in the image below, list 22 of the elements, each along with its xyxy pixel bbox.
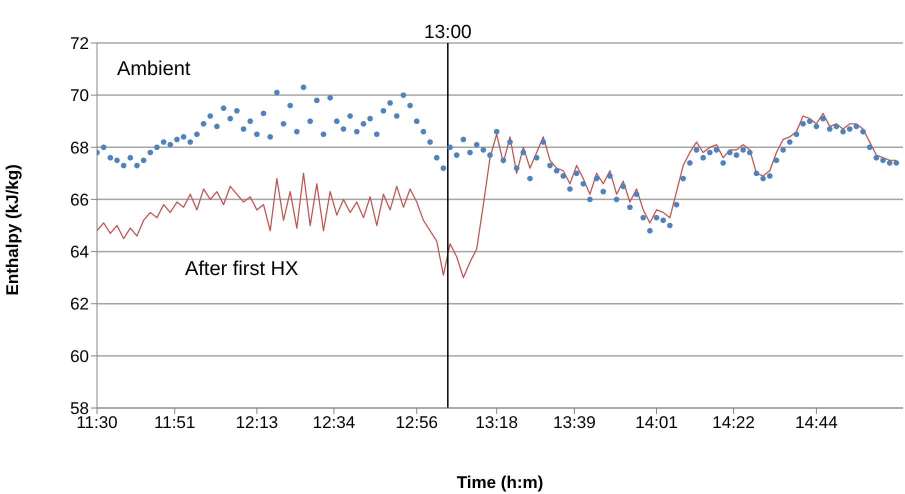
series-label: After first HX	[185, 258, 298, 281]
x-tick-label: 11:51	[154, 413, 196, 432]
x-tick-label: 14:01	[635, 413, 678, 432]
x-tick-label: 13:18	[475, 413, 518, 432]
y-tick-label: 68	[70, 138, 89, 158]
y-tick-label: 64	[70, 242, 89, 262]
x-tick-label: 12:34	[312, 413, 356, 432]
ref-line-label: 13:00	[424, 22, 472, 43]
x-tick-label: 12:13	[236, 413, 278, 432]
y-tick-label: 72	[70, 34, 89, 54]
x-tick-label: 14:22	[712, 413, 755, 432]
y-axis-title: Enthalpy (kJ/kg)	[3, 164, 22, 296]
y-tick-label: 62	[70, 294, 89, 314]
y-tick-label: 66	[70, 190, 89, 210]
x-tick-label: 11:30	[76, 413, 118, 432]
series-label: Ambient	[117, 58, 190, 81]
y-tick-label: 60	[70, 346, 89, 366]
y-tick-label: 70	[70, 86, 89, 106]
x-tick-label: 12:56	[395, 413, 438, 432]
x-tick-label: 13:39	[553, 413, 596, 432]
x-axis-title: Time (h:m)	[456, 473, 544, 492]
x-tick-label: 14:44	[795, 413, 838, 432]
